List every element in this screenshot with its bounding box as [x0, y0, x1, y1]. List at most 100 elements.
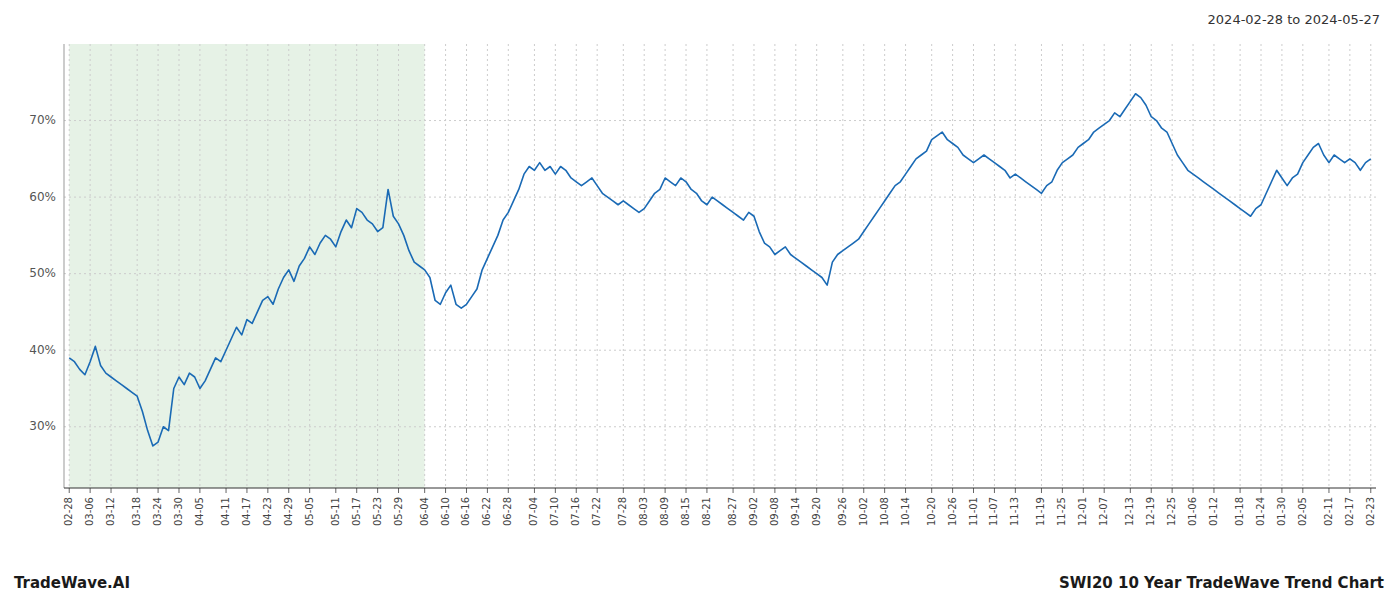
- x-tick: [1240, 488, 1241, 493]
- x-tick-label: 01-24: [1255, 497, 1266, 526]
- x-tick: [1328, 488, 1329, 493]
- x-grid-line: [1104, 44, 1105, 488]
- x-grid-line: [377, 44, 378, 488]
- x-grid-line: [555, 44, 556, 488]
- x-tick: [931, 488, 932, 493]
- x-grid-line: [686, 44, 687, 488]
- y-axis: 30%40%50%60%70%: [29, 44, 64, 488]
- x-tick-label: 09-14: [790, 497, 801, 526]
- x-grid-line: [309, 44, 310, 488]
- x-tick: [226, 488, 227, 493]
- x-tick: [1302, 488, 1303, 493]
- x-grid-line: [973, 44, 974, 488]
- x-tick-label: 04-17: [241, 497, 252, 526]
- y-grid-line: [64, 197, 1376, 198]
- x-tick-label: 01-06: [1187, 497, 1198, 526]
- x-tick-label: 11-01: [968, 497, 979, 526]
- x-grid-line: [931, 44, 932, 488]
- x-grid-line: [1193, 44, 1194, 488]
- x-tick: [69, 488, 70, 493]
- shaded-range: [69, 44, 424, 488]
- x-tick-label: 01-18: [1234, 497, 1245, 526]
- x-tick-label: 05-29: [393, 497, 404, 526]
- x-tick: [267, 488, 268, 493]
- x-tick-label: 10-26: [947, 497, 958, 526]
- x-grid-line: [487, 44, 488, 488]
- x-tick: [665, 488, 666, 493]
- x-grid-line: [952, 44, 953, 488]
- x-tick-label: 05-11: [330, 497, 341, 526]
- x-tick-label: 02-28: [63, 497, 74, 526]
- x-tick: [356, 488, 357, 493]
- x-tick: [377, 488, 378, 493]
- x-tick-label: 09-20: [811, 497, 822, 526]
- subtitle: 2024-02-28 to 2024-05-27: [1208, 12, 1380, 27]
- x-tick: [398, 488, 399, 493]
- x-grid-line: [1261, 44, 1262, 488]
- x-grid-line: [90, 44, 91, 488]
- x-tick-label: 11-13: [1009, 497, 1020, 526]
- x-tick: [952, 488, 953, 493]
- x-tick: [309, 488, 310, 493]
- x-tick: [973, 488, 974, 493]
- x-tick: [508, 488, 509, 493]
- y-grid-line: [64, 273, 1376, 274]
- x-grid-line: [905, 44, 906, 488]
- x-tick-label: 04-05: [194, 497, 205, 526]
- x-tick-label: 11-25: [1056, 497, 1067, 526]
- x-tick-label: 04-23: [262, 497, 273, 526]
- x-tick: [644, 488, 645, 493]
- x-grid-line: [534, 44, 535, 488]
- x-grid-line: [69, 44, 70, 488]
- x-tick-label: 08-27: [727, 497, 738, 526]
- x-grid-line: [1370, 44, 1371, 488]
- x-tick: [111, 488, 112, 493]
- x-tick: [1151, 488, 1152, 493]
- x-grid-line: [445, 44, 446, 488]
- x-tick-label: 12-25: [1166, 497, 1177, 526]
- x-tick: [994, 488, 995, 493]
- x-tick: [706, 488, 707, 493]
- x-grid-line: [356, 44, 357, 488]
- plot-area: [69, 94, 1371, 446]
- annotation: TradeWave.AI: [14, 574, 130, 592]
- x-tick: [1062, 488, 1063, 493]
- x-grid-line: [623, 44, 624, 488]
- x-tick-label: 06-04: [419, 497, 430, 526]
- x-tick-label: 12-13: [1124, 497, 1135, 526]
- y-tick-label: 50%: [29, 266, 56, 280]
- x-tick: [246, 488, 247, 493]
- x-tick-label: 03-06: [84, 497, 95, 526]
- x-tick-label: 09-02: [748, 497, 759, 526]
- x-tick: [576, 488, 577, 493]
- x-grid-line: [424, 44, 425, 488]
- x-tick-label: 06-28: [502, 497, 513, 526]
- x-tick: [466, 488, 467, 493]
- x-tick-label: 07-04: [528, 497, 539, 526]
- x-tick: [905, 488, 906, 493]
- x-tick-label: 01-12: [1208, 497, 1219, 526]
- y-grid-line: [64, 120, 1376, 121]
- x-tick-label: 04-11: [220, 497, 231, 526]
- x-tick: [1104, 488, 1105, 493]
- y-tick-label: 40%: [29, 343, 56, 357]
- x-tick: [335, 488, 336, 493]
- x-tick: [1213, 488, 1214, 493]
- x-tick: [178, 488, 179, 493]
- x-grid-line: [863, 44, 864, 488]
- x-tick-label: 03-30: [173, 497, 184, 526]
- x-grid-line: [1130, 44, 1131, 488]
- x-tick: [534, 488, 535, 493]
- x-tick: [137, 488, 138, 493]
- x-tick: [1041, 488, 1042, 493]
- x-grid-line: [1302, 44, 1303, 488]
- x-tick-label: 02-05: [1297, 497, 1308, 526]
- x-tick-label: 07-16: [570, 497, 581, 526]
- x-tick-label: 09-26: [837, 497, 848, 526]
- x-tick-label: 03-24: [152, 497, 163, 526]
- x-tick-label: 10-08: [879, 497, 890, 526]
- x-tick: [288, 488, 289, 493]
- x-tick: [424, 488, 425, 493]
- x-tick-label: 07-22: [591, 497, 602, 526]
- x-grid-line: [267, 44, 268, 488]
